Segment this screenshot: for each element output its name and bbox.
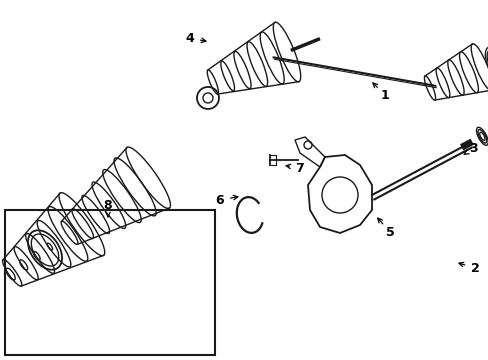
Bar xyxy=(5,210,215,355)
Text: 7: 7 xyxy=(295,162,304,175)
Text: 2: 2 xyxy=(469,261,478,274)
Text: 4: 4 xyxy=(185,32,194,45)
Text: 5: 5 xyxy=(385,225,393,239)
Text: 3: 3 xyxy=(469,141,477,154)
Text: 1: 1 xyxy=(380,89,388,102)
Text: 6: 6 xyxy=(215,194,224,207)
Text: 8: 8 xyxy=(103,198,112,212)
